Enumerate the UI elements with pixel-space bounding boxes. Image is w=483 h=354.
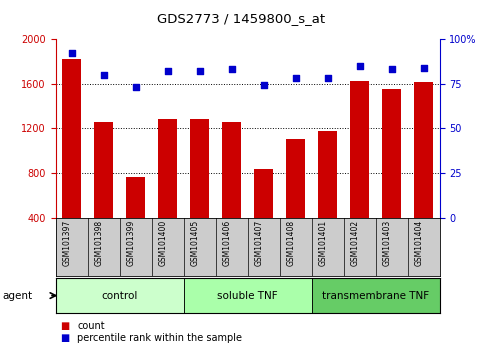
Text: control: control [101,291,138,301]
Text: transmembrane TNF: transmembrane TNF [322,291,429,301]
Text: GSM101401: GSM101401 [318,220,327,266]
Point [388,67,396,72]
Point [132,84,140,90]
Text: count: count [77,321,105,331]
Text: GSM101405: GSM101405 [190,220,199,266]
Point [227,67,235,72]
Text: agent: agent [2,291,32,301]
Text: GSM101406: GSM101406 [223,220,231,266]
Text: GSM101402: GSM101402 [351,220,359,266]
Bar [126,177,145,262]
Bar [158,119,177,262]
Bar [318,131,337,262]
Point [324,75,331,81]
Point [196,68,203,74]
Point [420,65,427,70]
Text: GSM101399: GSM101399 [127,220,136,266]
Bar [254,169,273,262]
Bar [56,278,184,313]
Bar [184,278,312,313]
Bar [62,59,81,262]
Bar [286,139,305,262]
Text: ■: ■ [60,321,70,331]
Text: GSM101407: GSM101407 [255,220,264,266]
Bar [222,122,241,262]
Point [260,82,268,88]
Text: soluble TNF: soluble TNF [217,291,278,301]
Point [99,72,107,78]
Text: GSM101397: GSM101397 [62,220,71,266]
Text: GSM101403: GSM101403 [383,220,392,266]
Bar [312,278,440,313]
Point [355,63,363,69]
Bar [190,119,209,262]
Point [292,75,299,81]
Text: GDS2773 / 1459800_s_at: GDS2773 / 1459800_s_at [157,12,326,25]
Text: ■: ■ [60,333,70,343]
Bar [414,82,433,262]
Text: GSM101408: GSM101408 [286,220,296,266]
Bar [382,88,401,262]
Text: GSM101404: GSM101404 [414,220,424,266]
Text: GSM101398: GSM101398 [95,220,103,266]
Text: percentile rank within the sample: percentile rank within the sample [77,333,242,343]
Point [164,68,171,74]
Point [68,50,75,56]
Text: GSM101400: GSM101400 [158,220,168,266]
Bar [94,122,113,262]
Bar [350,81,369,262]
